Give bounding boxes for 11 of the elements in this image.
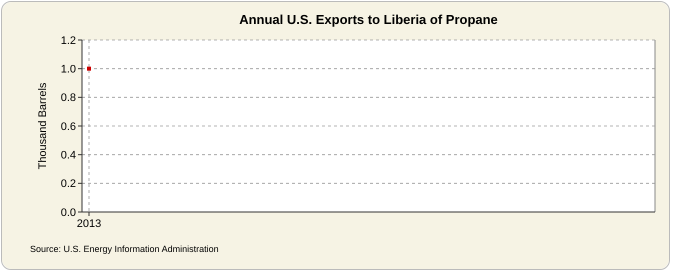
y-tick-label: 0.2 bbox=[60, 178, 76, 190]
y-axis-title: Thousand Barrels bbox=[37, 82, 49, 170]
y-tick-label: 0.4 bbox=[60, 150, 76, 162]
text: Annual U.S. Exports to Liberia of Propane bbox=[239, 12, 498, 27]
source-note: Source: U.S. Energy Information Administration bbox=[30, 244, 219, 254]
y-tick-label: 1.2 bbox=[60, 34, 76, 47]
x-tick-label: 2013 bbox=[76, 218, 102, 230]
y-tick-label: 1.0 bbox=[60, 64, 76, 76]
y-tick-label: 0.6 bbox=[60, 120, 76, 133]
y-tick-label: 0.0 bbox=[60, 206, 76, 219]
y-tick-label: 0.8 bbox=[60, 92, 76, 104]
